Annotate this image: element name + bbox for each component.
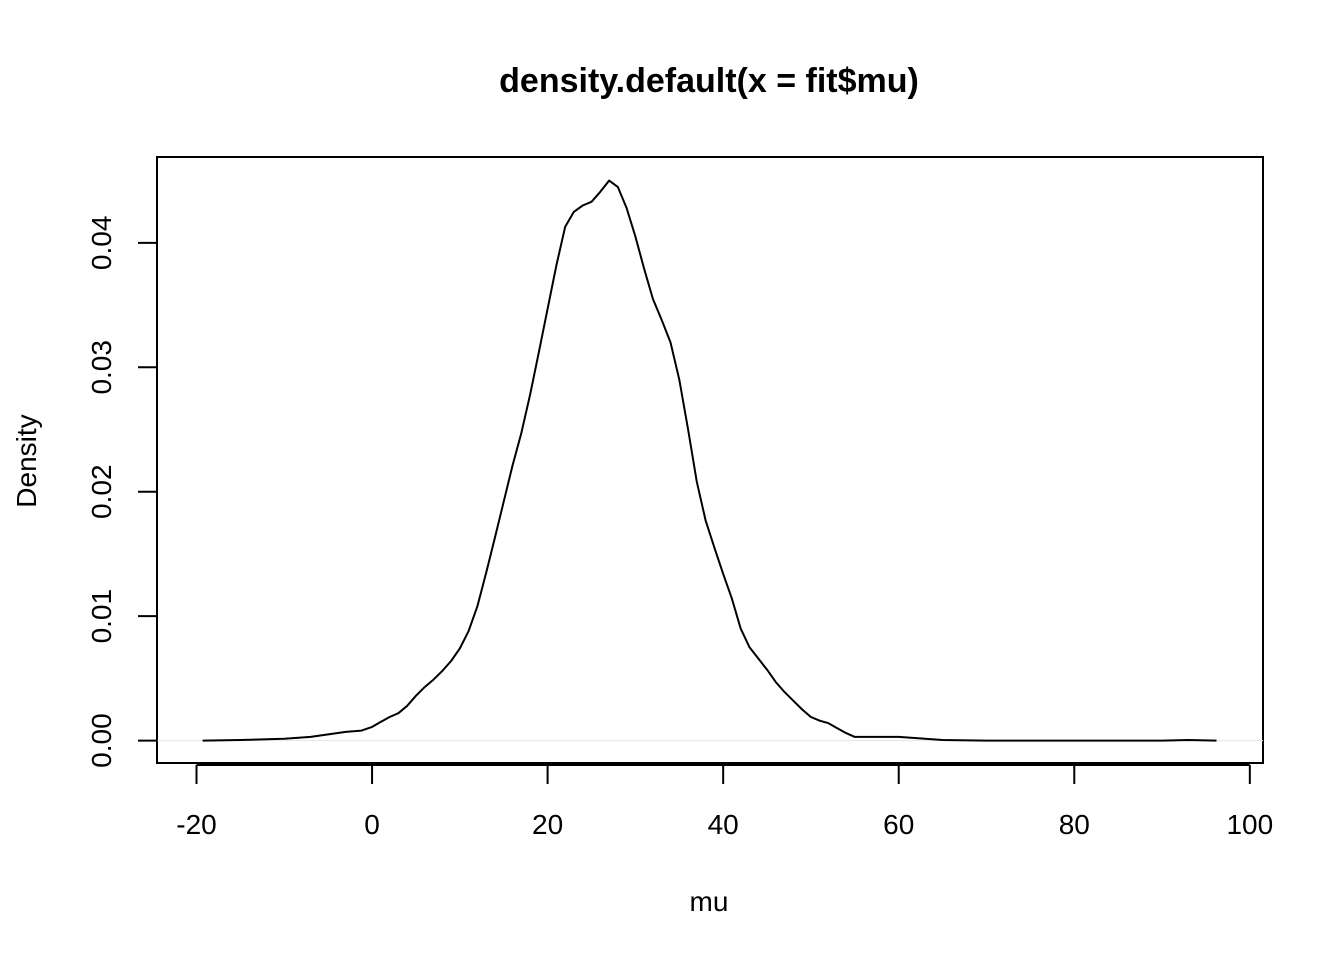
- y-tick-label: 0.01: [86, 589, 117, 644]
- y-tick-label: 0.02: [86, 464, 117, 519]
- x-axis: -20 0 20 40 60 80 100: [176, 764, 1273, 840]
- y-axis: 0.00 0.01 0.02 0.03 0.04: [86, 216, 158, 768]
- density-curve: [202, 179, 1217, 742]
- y-tick-label: 0.00: [86, 713, 117, 768]
- chart-title: density.default(x = fit$mu): [499, 62, 919, 100]
- y-tick-label: 0.04: [86, 216, 117, 270]
- plot-frame: [156, 156, 1264, 764]
- x-tick-label: 100: [1226, 809, 1273, 840]
- x-axis-label: mu: [690, 886, 729, 917]
- y-axis-label: Density: [11, 414, 42, 507]
- x-tick-label: 60: [883, 809, 914, 840]
- x-tick-label: -20: [176, 809, 216, 840]
- x-tick-label: 20: [532, 809, 563, 840]
- y-tick-label: 0.03: [86, 340, 117, 395]
- x-tick-label: 0: [364, 809, 380, 840]
- x-tick-label: 40: [708, 809, 739, 840]
- x-tick-label: 80: [1059, 809, 1090, 840]
